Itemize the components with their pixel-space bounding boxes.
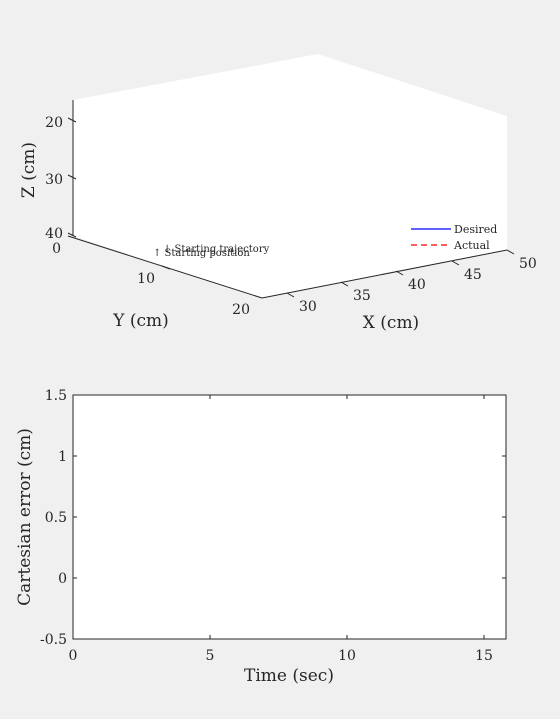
- error-y-tick-neg0.5: -0.5: [40, 632, 67, 648]
- svg-text:20: 20: [232, 302, 250, 318]
- svg-text:0.5: 0.5: [45, 510, 67, 526]
- y-tick-20: 20: [232, 302, 250, 318]
- x-tick-40: 40: [396, 271, 426, 293]
- svg-text:40: 40: [45, 226, 63, 242]
- chart-error: 1.5 1 0.5 0 -0.5 0 5: [15, 388, 506, 686]
- svg-text:10: 10: [338, 648, 356, 664]
- svg-text:0: 0: [69, 648, 78, 664]
- z-tick-20: 20: [45, 115, 76, 131]
- svg-text:1.5: 1.5: [45, 388, 67, 404]
- svg-text:30: 30: [45, 172, 63, 188]
- svg-text:35: 35: [353, 288, 371, 304]
- error-y-axis-label: Cartesian error (cm): [15, 428, 35, 606]
- x-tick-45: 45: [452, 261, 482, 283]
- y-tick-0: 0: [52, 241, 61, 257]
- svg-text:Desired: Desired: [454, 223, 497, 236]
- svg-text:15: 15: [475, 648, 493, 664]
- annotation-starting-position: ↑ Starting position: [153, 248, 250, 259]
- plot-area-3d: [73, 54, 507, 298]
- x-axis-label: X (cm): [363, 313, 419, 333]
- z-tick-40: 40: [45, 226, 76, 242]
- svg-text:1: 1: [58, 449, 67, 465]
- x-tick-50: 50: [507, 250, 537, 272]
- x-tick-35: 35: [341, 282, 371, 304]
- svg-text:0: 0: [58, 571, 67, 587]
- svg-text:40: 40: [408, 277, 426, 293]
- z-tick-30: 30: [45, 172, 76, 188]
- svg-text:20: 20: [45, 115, 63, 131]
- chart-3d: 20 30 40 Z (cm) 0 10 20 Y (cm) 30: [19, 54, 537, 333]
- svg-text:Actual: Actual: [453, 239, 490, 252]
- svg-text:-0.5: -0.5: [40, 632, 67, 648]
- svg-text:0: 0: [52, 241, 61, 257]
- error-x-tick-0: 0: [69, 648, 78, 664]
- svg-text:30: 30: [299, 299, 317, 315]
- error-x-axis-label: Time (sec): [244, 666, 334, 686]
- z-axis-label: Z (cm): [19, 142, 39, 198]
- x-tick-30: 30: [287, 293, 317, 315]
- y-tick-10: 10: [137, 266, 170, 287]
- svg-text:50: 50: [519, 256, 537, 272]
- y-axis-label: Y (cm): [112, 311, 169, 331]
- svg-text:10: 10: [137, 271, 155, 287]
- svg-text:5: 5: [206, 648, 215, 664]
- svg-text:45: 45: [464, 267, 482, 283]
- plot-area-2d: [73, 395, 506, 639]
